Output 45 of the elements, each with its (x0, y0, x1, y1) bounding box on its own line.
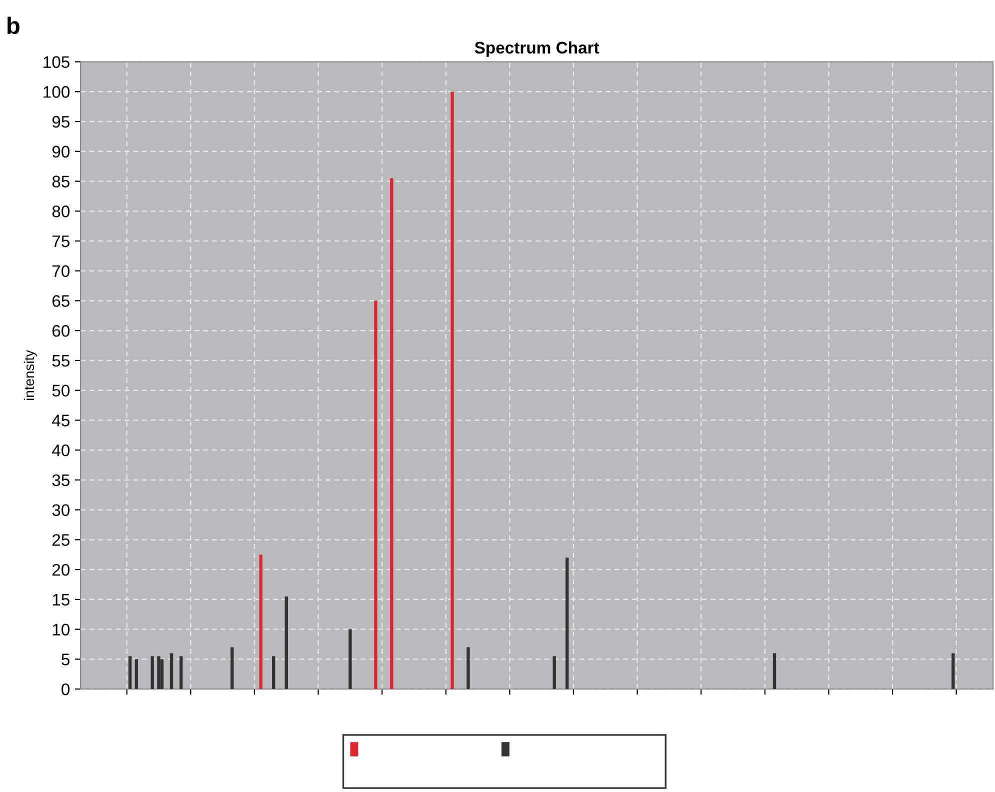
bar (390, 178, 394, 690)
y-tick-label: 40 (52, 444, 70, 456)
y-tick-label: 35 (52, 474, 70, 486)
text: b (8, 16, 20, 34)
y-tick-label: 60 (52, 325, 70, 337)
y-tick-label: 20 (52, 564, 70, 576)
y-tick-label: 0 (62, 683, 70, 696)
y-tick-label: 55 (52, 355, 70, 367)
y-tick-label: 5 (62, 654, 70, 666)
bar (160, 659, 164, 690)
y-tick-label: 100 (44, 86, 70, 98)
y-tick-label: 95 (52, 116, 70, 128)
bar (179, 656, 183, 690)
y-tick-label: 105 (44, 56, 70, 68)
bar (150, 656, 154, 690)
y-tick-label: 45 (52, 414, 70, 426)
chart-title: Spectrum Chart (474, 41, 600, 57)
y-tick-label: 70 (52, 265, 70, 278)
bar (230, 647, 234, 690)
bar (552, 656, 556, 690)
y-tick-label: 25 (52, 534, 70, 546)
bar (272, 656, 276, 690)
bar (566, 558, 569, 690)
y-tick-label: 90 (52, 146, 70, 158)
bar (170, 653, 174, 690)
bar (128, 656, 132, 690)
bar (284, 596, 288, 690)
y-tick-label: 50 (52, 384, 70, 397)
bar (134, 659, 138, 690)
y-tick-label: 65 (52, 295, 70, 307)
bar (772, 653, 776, 690)
y-tick-label: 30 (52, 504, 70, 516)
y-tick-label: 85 (52, 176, 70, 188)
y-tick-label: 10 (52, 624, 70, 636)
bar (259, 554, 262, 690)
bar (348, 629, 352, 690)
y-tick-label: 75 (52, 236, 70, 248)
bar (374, 300, 378, 690)
y-tick-label: 80 (52, 206, 70, 218)
bar (157, 656, 160, 690)
bar (952, 653, 955, 690)
y-axis-title: intensity (24, 350, 37, 400)
bar (450, 92, 454, 690)
bar (466, 647, 470, 690)
y-tick-label: 15 (52, 594, 70, 606)
